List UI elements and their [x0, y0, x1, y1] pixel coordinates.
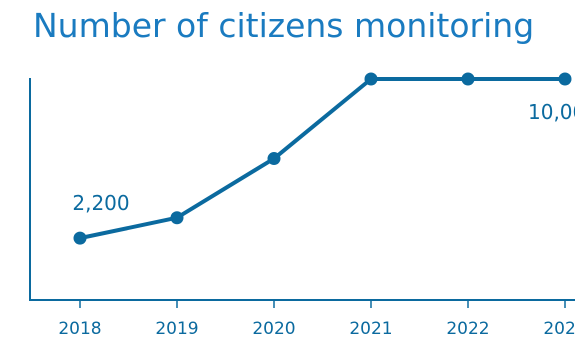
x-tick-label: 2022 [446, 319, 489, 339]
data-point [461, 72, 475, 86]
data-label: 10,000 [528, 100, 575, 124]
data-point [73, 231, 87, 245]
data-point [170, 211, 184, 225]
x-tick-label: 2023 [543, 319, 575, 339]
data-point [558, 72, 572, 86]
data-point [267, 152, 281, 166]
x-tick-label: 2019 [155, 319, 198, 339]
x-tick-label: 2018 [58, 319, 101, 339]
x-tick-label: 2021 [349, 319, 392, 339]
x-tick-label: 2020 [252, 319, 295, 339]
chart-title: Number of citizens monitoring [33, 6, 535, 45]
data-label: 2,200 [72, 191, 129, 215]
series-line [78, 77, 567, 241]
data-point [364, 72, 378, 86]
